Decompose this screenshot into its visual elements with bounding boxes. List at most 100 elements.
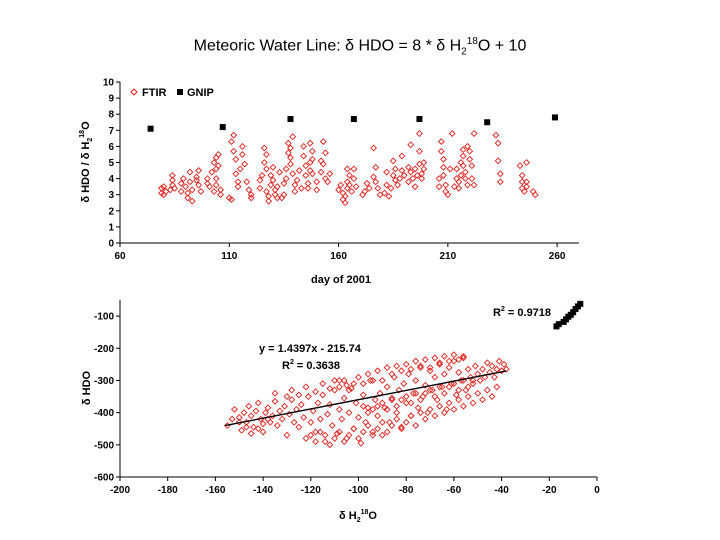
ftir-point <box>455 386 463 394</box>
y-tick-label: 10 <box>103 78 115 89</box>
ftir-point <box>295 167 303 174</box>
ftir-point <box>417 362 424 370</box>
ftir-point <box>492 131 500 139</box>
ftir-point <box>350 175 358 183</box>
ftir-point <box>455 178 463 186</box>
ftir-point <box>291 181 299 189</box>
ftir-point <box>529 188 537 195</box>
ftir-point <box>359 402 367 410</box>
ftir-point <box>217 191 224 199</box>
ftir-point <box>464 365 472 373</box>
ftir-point <box>383 383 391 391</box>
ftir-point <box>440 163 447 171</box>
ftir-point <box>383 364 391 372</box>
ftir-point <box>378 377 386 384</box>
ftir-point <box>230 131 238 139</box>
ftir-point <box>383 405 391 413</box>
ftir-point <box>247 412 255 420</box>
ftir-point <box>471 362 479 370</box>
ftir-point <box>369 377 377 384</box>
ftir-point <box>468 162 476 170</box>
ftir-point <box>460 402 467 410</box>
ftir-point <box>442 181 450 189</box>
ftir-point <box>232 170 240 178</box>
ftir-point <box>414 404 422 412</box>
ftir-point <box>316 428 324 436</box>
x-tick-label: -100 <box>348 485 368 496</box>
ftir-point <box>409 175 417 183</box>
ftir-point <box>238 142 246 150</box>
ftir-point <box>193 173 200 181</box>
ftir-point <box>435 175 443 183</box>
ftir-point <box>393 402 401 410</box>
ftir-point <box>273 194 281 202</box>
ftir-point <box>435 183 443 191</box>
ftir-point <box>321 438 329 446</box>
ftir-point <box>444 191 452 199</box>
ftir-point <box>273 422 281 429</box>
ftir-point <box>355 414 362 421</box>
ftir-point <box>440 352 448 360</box>
ftir-point <box>397 367 405 375</box>
ftir-point <box>450 183 458 191</box>
x-tick-label: 260 <box>549 251 566 262</box>
gnip-point <box>484 119 491 126</box>
ftir-point <box>312 428 320 436</box>
ftir-point <box>502 365 510 373</box>
ftir-point <box>426 367 434 375</box>
ftir-point <box>228 196 235 203</box>
ftir-point <box>295 423 303 431</box>
ftir-point <box>371 396 379 404</box>
ftir-point <box>289 170 297 178</box>
ftir-point <box>302 383 310 391</box>
chart2-x-axis-label: δ H218O <box>339 509 377 524</box>
ftir-point <box>369 428 377 436</box>
ftir-point <box>280 179 288 187</box>
x-tick-label: -120 <box>301 485 321 496</box>
ftir-point <box>402 393 410 400</box>
ftir-point <box>496 170 504 178</box>
ftir-point <box>307 431 315 439</box>
ftir-point <box>440 370 448 378</box>
ftir-point <box>335 405 343 413</box>
ftir-point <box>243 178 251 186</box>
ftir-point <box>479 365 486 373</box>
y-tick-label: 5 <box>108 158 114 169</box>
ftir-point <box>381 189 388 197</box>
ftir-point <box>470 130 478 137</box>
ftir-point <box>383 428 391 436</box>
chart2-gnip-series <box>553 300 584 330</box>
ftir-point <box>455 356 463 363</box>
ftir-point <box>234 178 242 186</box>
ftir-point <box>343 178 351 186</box>
ftir-point <box>238 151 246 158</box>
ftir-point <box>284 139 292 147</box>
ftir-point <box>197 188 205 195</box>
ftir-point <box>437 147 445 155</box>
chart1-x-axis-label: day of 2001 <box>311 274 371 286</box>
ftir-point <box>455 184 463 192</box>
ftir-point <box>322 149 329 157</box>
ftir-point <box>319 380 327 388</box>
ftir-point <box>419 393 427 400</box>
x-tick-label: -180 <box>158 485 178 496</box>
ftir-point <box>421 381 429 389</box>
ftir-point <box>210 188 218 195</box>
ftir-point <box>250 423 257 431</box>
ftir-point <box>481 373 489 381</box>
ftir-point <box>493 383 501 391</box>
ftir-point <box>326 170 334 178</box>
y-tick-label: 3 <box>108 190 114 201</box>
ftir-point <box>421 356 429 363</box>
ftir-point <box>355 373 362 381</box>
ftir-point <box>469 377 477 384</box>
ftir-point <box>362 418 370 426</box>
ftir-point <box>453 175 461 183</box>
ftir-point <box>314 399 322 407</box>
ftir-point <box>431 373 439 381</box>
ftir-point <box>442 188 450 195</box>
ftir-point <box>421 389 429 397</box>
ftir-point <box>193 176 200 184</box>
ftir-point <box>247 191 255 199</box>
ftir-point <box>343 434 351 442</box>
